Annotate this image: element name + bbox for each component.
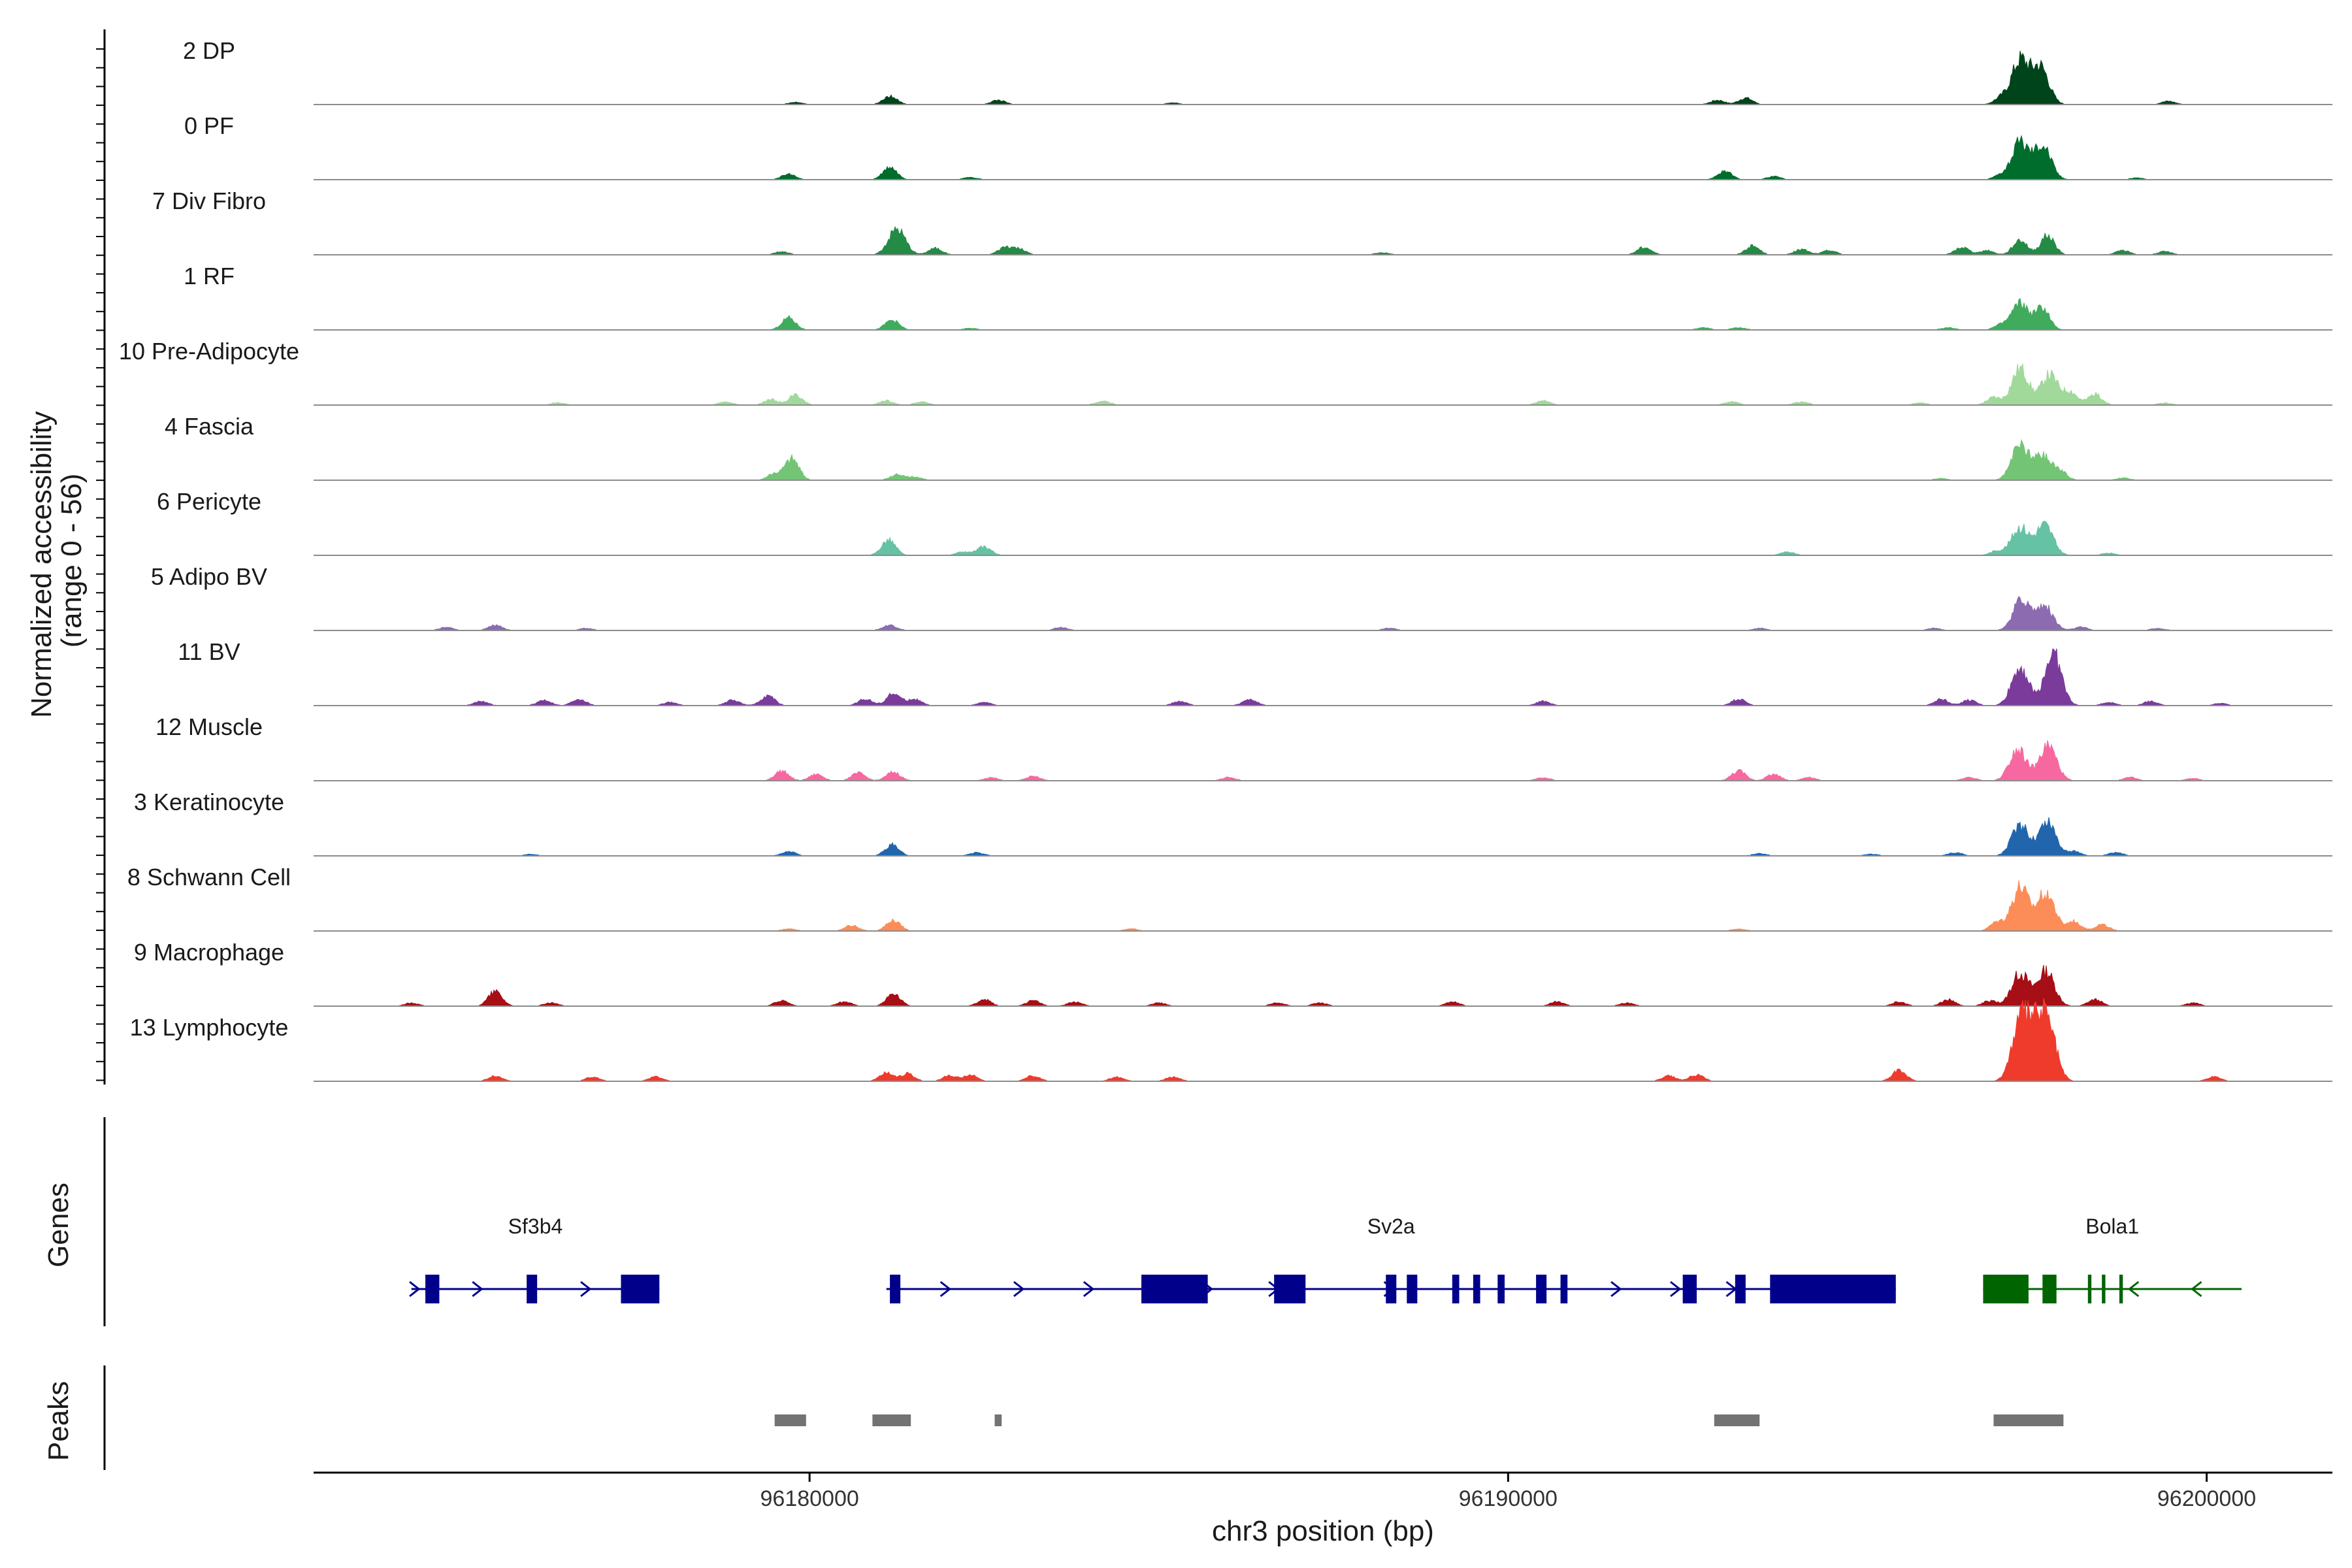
track-label: 0 PF	[184, 112, 234, 139]
gene-exon	[1407, 1275, 1418, 1303]
track-label: 5 Adipo BV	[151, 563, 267, 590]
gene-strand-arrow	[1725, 1281, 1737, 1298]
track-7-div-fibro: 7 Div Fibro	[152, 188, 2332, 255]
gene-strand-arrow	[1083, 1281, 1095, 1298]
track-label: 3 Keratinocyte	[134, 789, 284, 815]
track-0-pf: 0 PF	[184, 112, 2332, 180]
peak-region-1	[872, 1414, 911, 1426]
peak-region-2	[994, 1414, 1002, 1426]
gene-strand-arrow	[939, 1281, 952, 1298]
gene-exon	[425, 1275, 440, 1303]
gene-exon	[1452, 1275, 1460, 1303]
y-axis-title-line2: (range 0 - 56)	[56, 474, 88, 648]
genes-panel-label: Genes	[42, 1183, 74, 1267]
gene-exon	[2119, 1275, 2123, 1303]
gene-strand-arrow	[1268, 1281, 1280, 1298]
gene-exon	[1983, 1275, 2029, 1303]
x-axis: 96180000 96190000 96200000 chr3 position (…	[314, 1471, 2332, 1547]
gene-strand-arrow	[2191, 1281, 2202, 1298]
coverage-tracks: 2 DP 0 PF 7 Div Fibro 1 RF 10 Pre-Adipocyte 4…	[119, 37, 2332, 1082]
gene-sf3b4: Sf3b4	[409, 1215, 660, 1303]
track-3-keratinocyte: 3 Keratinocyte	[134, 789, 2332, 857]
peak-region-3	[1714, 1414, 1760, 1426]
y-axis-title-line1: Normalized accessibility	[25, 411, 57, 717]
gene-strand-arrow	[409, 1281, 421, 1298]
gene-exon	[1141, 1275, 1208, 1303]
track-label: 7 Div Fibro	[152, 188, 266, 214]
gene-exon	[621, 1275, 660, 1303]
peaks-panel-label: Peaks	[42, 1381, 74, 1461]
track-4-fascia: 4 Fascia	[165, 413, 2332, 481]
track-label: 12 Muscle	[155, 713, 263, 740]
gene-exon	[527, 1275, 538, 1303]
gene-strand-arrow	[1013, 1281, 1025, 1298]
track-2-dp: 2 DP	[183, 37, 2332, 105]
track-11-bv: 11 BV	[178, 638, 2332, 706]
track-label: 2 DP	[183, 37, 235, 64]
track-label: 13 Lymphocyte	[130, 1014, 289, 1041]
gene-exon	[2042, 1275, 2057, 1303]
gene-exon	[1682, 1275, 1697, 1303]
gene-exon	[890, 1275, 901, 1303]
gene-exon	[2087, 1275, 2092, 1303]
track-9-macrophage: 9 Macrophage	[134, 939, 2332, 1007]
gene-strand-arrow	[472, 1281, 483, 1298]
peak-region-4	[1993, 1414, 2064, 1426]
gene-strand-arrow	[1670, 1281, 1682, 1298]
track-label: 1 RF	[184, 263, 235, 289]
track-label: 8 Schwann Cell	[127, 864, 291, 890]
x-tick-label: 96180000	[760, 1486, 858, 1511]
gene-label: Bola1	[2085, 1215, 2139, 1238]
x-axis-ticks: 96180000 96190000 96200000	[760, 1473, 2256, 1511]
gene-label: Sv2a	[1367, 1215, 1415, 1238]
gene-sv2a: Sv2a	[886, 1215, 1896, 1303]
x-axis-title: chr3 position (bp)	[1212, 1515, 1434, 1547]
gene-exon	[1536, 1275, 1547, 1303]
track-10-pre-adipocyte: 10 Pre-Adipocyte	[119, 338, 2332, 406]
track-label: 10 Pre-Adipocyte	[119, 338, 299, 365]
gene-label: Sf3b4	[508, 1215, 563, 1238]
gene-exon	[1473, 1275, 1480, 1303]
gene-exon	[1386, 1275, 1397, 1303]
gene-strand-arrow	[1383, 1281, 1395, 1298]
peaks-panel: Peaks	[42, 1365, 2064, 1470]
track-5-adipo-bv: 5 Adipo BV	[151, 563, 2332, 631]
peak-region-0	[774, 1414, 806, 1426]
track-label: 4 Fascia	[165, 413, 254, 440]
gene-strand-arrow	[1201, 1281, 1214, 1298]
gene-exon	[1770, 1275, 1896, 1303]
gene-strand-arrow	[1610, 1281, 1622, 1298]
track-1-rf: 1 RF	[184, 263, 2332, 331]
coverage-y-axis-ticks	[96, 48, 105, 1081]
track-13-lymphocyte: 13 Lymphocyte	[130, 998, 2332, 1082]
gene-exon	[2102, 1275, 2106, 1303]
genes-panel: Genes Sf3b4 Sv2a Bola1	[42, 1117, 2242, 1326]
coverage-panel: Normalized accessibility (range 0 - 56) …	[25, 29, 2332, 1085]
track-6-pericyte: 6 Pericyte	[157, 488, 2332, 556]
gene-strand-arrow	[2127, 1281, 2140, 1298]
gene-strand-arrow	[580, 1281, 592, 1298]
coverage-y-axis-title: Normalized accessibility (range 0 - 56)	[25, 403, 88, 718]
gene-exon	[1735, 1275, 1746, 1303]
track-12-muscle: 12 Muscle	[155, 713, 2332, 781]
track-8-schwann-cell: 8 Schwann Cell	[127, 864, 2332, 932]
track-label: 9 Macrophage	[134, 939, 284, 966]
x-tick-label: 96200000	[2157, 1486, 2256, 1511]
gene-exon	[1560, 1275, 1568, 1303]
peak-regions	[774, 1414, 2064, 1426]
gene-exon	[1497, 1275, 1505, 1303]
track-label: 6 Pericyte	[157, 488, 261, 515]
gene-bola1: Bola1	[1983, 1215, 2242, 1303]
x-tick-label: 96190000	[1459, 1486, 1558, 1511]
track-label: 11 BV	[178, 638, 240, 665]
gene-models: Sf3b4 Sv2a Bola1	[409, 1215, 2242, 1303]
